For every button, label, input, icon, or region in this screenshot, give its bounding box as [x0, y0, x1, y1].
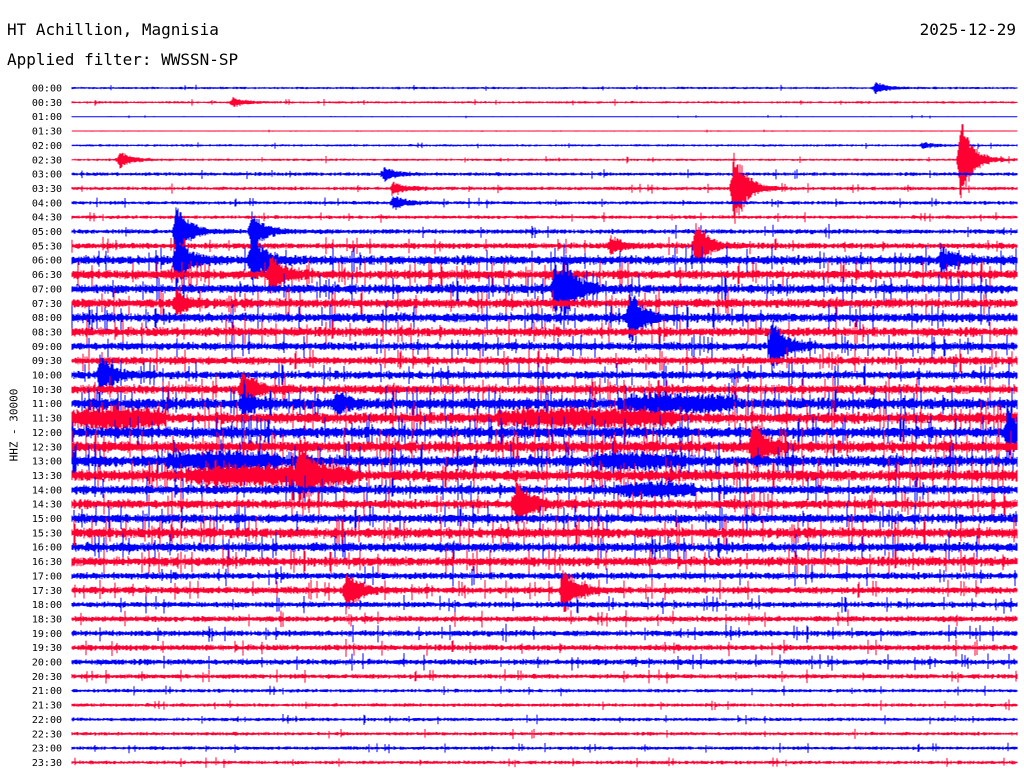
row-time-label: 07:30 — [32, 299, 62, 310]
trace-row-2000 — [71, 653, 1018, 671]
date-label: 2025-12-29 — [919, 20, 1016, 39]
trace-row-1830 — [71, 609, 1018, 628]
trace-row-0030 — [71, 97, 1018, 107]
trace-row-1430 — [71, 480, 1018, 531]
row-time-label: 13:00 — [32, 457, 62, 468]
trace-row-1630 — [71, 547, 1018, 577]
row-time-label: 02:30 — [32, 155, 62, 166]
row-time-label: 00:30 — [32, 98, 62, 109]
row-time-label: 00:00 — [32, 84, 62, 95]
trace-row-0630 — [71, 256, 1018, 294]
trace-row-2230 — [71, 728, 1018, 739]
row-time-label: 22:30 — [32, 729, 62, 740]
trace-row-1230 — [71, 424, 1018, 471]
row-time-label: 06:00 — [32, 256, 62, 267]
row-time-label: 15:30 — [32, 528, 62, 539]
row-time-label: 01:00 — [32, 112, 62, 123]
row-time-label: 17:30 — [32, 586, 62, 597]
trace-row-0200 — [71, 142, 1018, 149]
filter-label: Applied filter: WWSSN-SP — [7, 50, 239, 69]
trace-row-2300 — [71, 742, 1018, 754]
trace-row-0730 — [71, 285, 1018, 320]
row-time-label: 04:30 — [32, 213, 62, 224]
row-time-label: 23:00 — [32, 744, 62, 755]
trace-row-1700 — [71, 564, 1018, 587]
row-time-label: 13:30 — [32, 471, 62, 482]
trace-row-1100 — [71, 379, 1018, 433]
row-time-label: 12:30 — [32, 442, 62, 453]
row-time-label: 11:00 — [32, 399, 62, 410]
trace-row-0100 — [71, 114, 1018, 119]
row-time-label: 22:00 — [32, 715, 62, 726]
row-time-label: 04:00 — [32, 198, 62, 209]
row-time-label: 16:30 — [32, 557, 62, 568]
trace-row-2130 — [71, 699, 1018, 711]
trace-row-1900 — [71, 623, 1018, 643]
row-time-label: 10:30 — [32, 385, 62, 396]
row-time-label: 20:30 — [32, 672, 62, 683]
trace-row-1530 — [71, 515, 1018, 550]
trace-row-0500 — [71, 207, 1018, 257]
trace-group — [71, 82, 1018, 768]
trace-row-1030 — [71, 372, 1018, 410]
row-time-label: 21:00 — [32, 686, 62, 697]
trace-row-1300 — [71, 439, 1018, 483]
row-time-label: 07:00 — [32, 284, 62, 295]
trace-row-0800 — [71, 292, 1018, 344]
row-time-label: 10:00 — [32, 371, 62, 382]
trace-row-0000 — [71, 82, 1018, 95]
trace-row-0830 — [71, 317, 1018, 347]
trace-row-0230 — [71, 124, 1018, 199]
row-time-label: 08:30 — [32, 327, 62, 338]
row-time-label: 21:30 — [32, 701, 62, 712]
trace-row-1600 — [71, 531, 1018, 562]
row-time-label: 19:30 — [32, 643, 62, 654]
row-time-label: 08:00 — [32, 313, 62, 324]
row-time-label: 03:30 — [32, 184, 62, 195]
trace-row-1130 — [71, 394, 1018, 442]
row-time-label: 17:00 — [32, 571, 62, 582]
row-time-label: 11:30 — [32, 414, 62, 425]
trace-row-1400 — [71, 475, 1018, 508]
row-label-group: 00:00 00:30 01:00 01:30 02:00 02:30 03:00 03:30… — [32, 84, 62, 769]
row-time-label: 16:00 — [32, 543, 62, 554]
trace-row-0400 — [71, 196, 1018, 210]
row-time-label: 14:30 — [32, 500, 62, 511]
row-time-label: 03:00 — [32, 170, 62, 181]
row-time-label: 05:30 — [32, 241, 62, 252]
row-time-label: 06:30 — [32, 270, 62, 281]
row-time-label: 01:30 — [32, 127, 62, 138]
row-time-label: 23:30 — [32, 758, 62, 769]
row-time-label: 19:00 — [32, 629, 62, 640]
trace-row-1730 — [71, 570, 1018, 615]
trace-row-1930 — [71, 639, 1018, 657]
row-time-label: 09:00 — [32, 342, 62, 353]
row-time-label: 02:00 — [32, 141, 62, 152]
trace-row-2100 — [71, 685, 1018, 697]
trace-row-0600 — [71, 223, 1018, 296]
trace-row-0700 — [71, 243, 1018, 323]
station-title: HT Achillion, Magnisia — [7, 20, 219, 39]
row-time-label: 05:00 — [32, 227, 62, 238]
trace-row-0130 — [71, 129, 1018, 133]
trace-row-2330 — [71, 757, 1018, 768]
row-time-label: 18:00 — [32, 600, 62, 611]
trace-row-0900 — [71, 320, 1018, 377]
row-time-label: 09:30 — [32, 356, 62, 367]
trace-row-0330 — [71, 152, 1018, 224]
row-time-label: 14:00 — [32, 485, 62, 496]
row-time-label: 18:30 — [32, 614, 62, 625]
trace-row-0430 — [71, 212, 1018, 223]
trace-row-0300 — [71, 167, 1018, 182]
row-time-label: 12:00 — [32, 428, 62, 439]
trace-row-1000 — [71, 354, 1018, 404]
trace-row-2030 — [71, 669, 1018, 684]
row-time-label: 20:00 — [32, 658, 62, 669]
trace-row-2200 — [71, 714, 1018, 725]
trace-row-1330 — [71, 436, 1018, 510]
row-time-label: 15:00 — [32, 514, 62, 525]
trace-row-1800 — [71, 595, 1018, 614]
trace-row-0930 — [71, 347, 1018, 374]
